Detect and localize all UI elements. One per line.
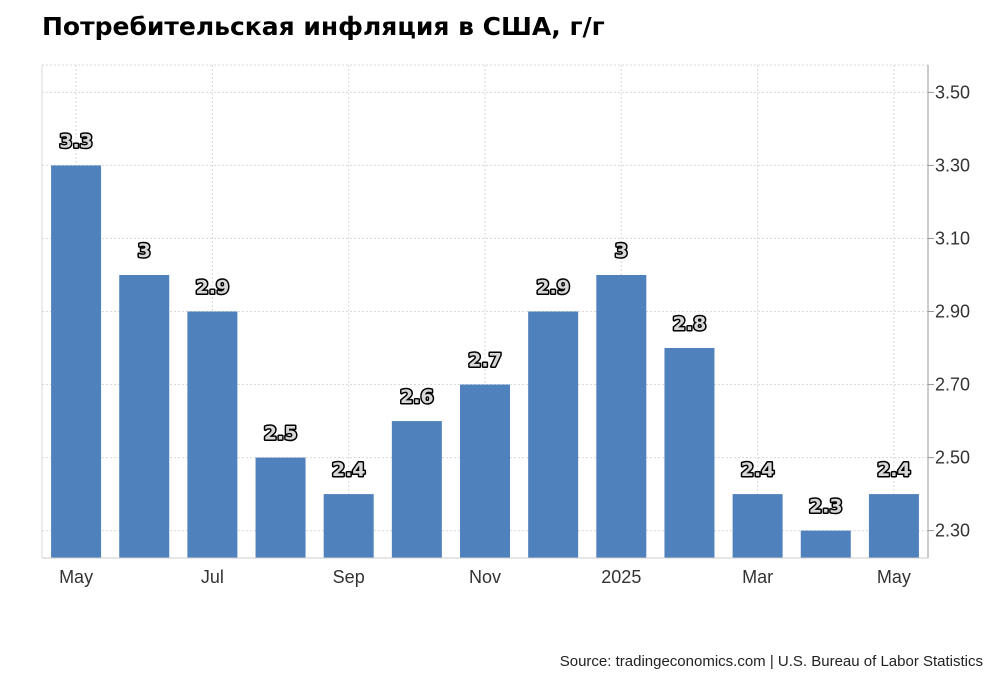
x-tick-label: May	[59, 567, 93, 587]
source-note: Source: tradingeconomics.com | U.S. Bure…	[559, 653, 983, 670]
y-tick-label: 2.90	[935, 302, 970, 322]
x-tick-label: Jul	[201, 567, 224, 587]
data-label: 2.7	[468, 350, 502, 372]
data-label: 2.6	[400, 386, 434, 408]
y-tick-label: 2.30	[935, 521, 970, 541]
data-label: 2.9	[196, 277, 230, 299]
bar	[119, 274, 170, 558]
y-tick-label: 3.50	[935, 82, 970, 102]
data-label: 2.9	[536, 277, 570, 299]
bar	[596, 274, 647, 558]
data-label: 2.3	[809, 496, 843, 518]
chart-title: Потребительская инфляция в США, г/г	[42, 12, 605, 41]
axes: 2.30 2.50 2.70 2.90 3.10 3.30 3.50 May Jul Sep Nov…	[42, 65, 970, 587]
bar	[800, 530, 851, 558]
grid	[41, 64, 928, 558]
data-label: 2.5	[264, 423, 298, 445]
bar	[664, 348, 715, 558]
bar	[732, 494, 783, 558]
bar	[51, 165, 102, 559]
data-label: 2.8	[673, 313, 707, 335]
bar	[528, 311, 579, 558]
data-label: 3	[615, 240, 628, 262]
x-tick-label: Nov	[469, 567, 501, 587]
y-tick-label: 2.50	[935, 448, 970, 468]
bar	[187, 311, 238, 558]
data-label: 2.4	[741, 459, 775, 481]
data-label: 3.3	[59, 130, 93, 152]
bar	[323, 494, 374, 558]
y-tick-label: 2.70	[935, 375, 970, 395]
x-tick-label: 2025	[601, 567, 641, 587]
y-tick-label: 3.10	[935, 228, 970, 248]
bar	[391, 421, 442, 558]
bar	[868, 494, 919, 558]
x-tick-label: Sep	[333, 567, 365, 587]
bar	[460, 384, 510, 558]
x-tick-label: May	[877, 567, 911, 587]
data-labels: 3.3 3 2.9 2.5 2.4 2.6 2.7 2.9 3 2.8 2.4 2.3 2.4	[58, 129, 913, 519]
bar	[255, 457, 306, 558]
bars	[51, 165, 919, 559]
x-tick-label: Mar	[742, 567, 773, 587]
y-tick-label: 3.30	[935, 155, 970, 175]
data-label: 3	[138, 240, 151, 262]
data-label: 2.4	[877, 459, 911, 481]
data-label: 2.4	[332, 459, 366, 481]
